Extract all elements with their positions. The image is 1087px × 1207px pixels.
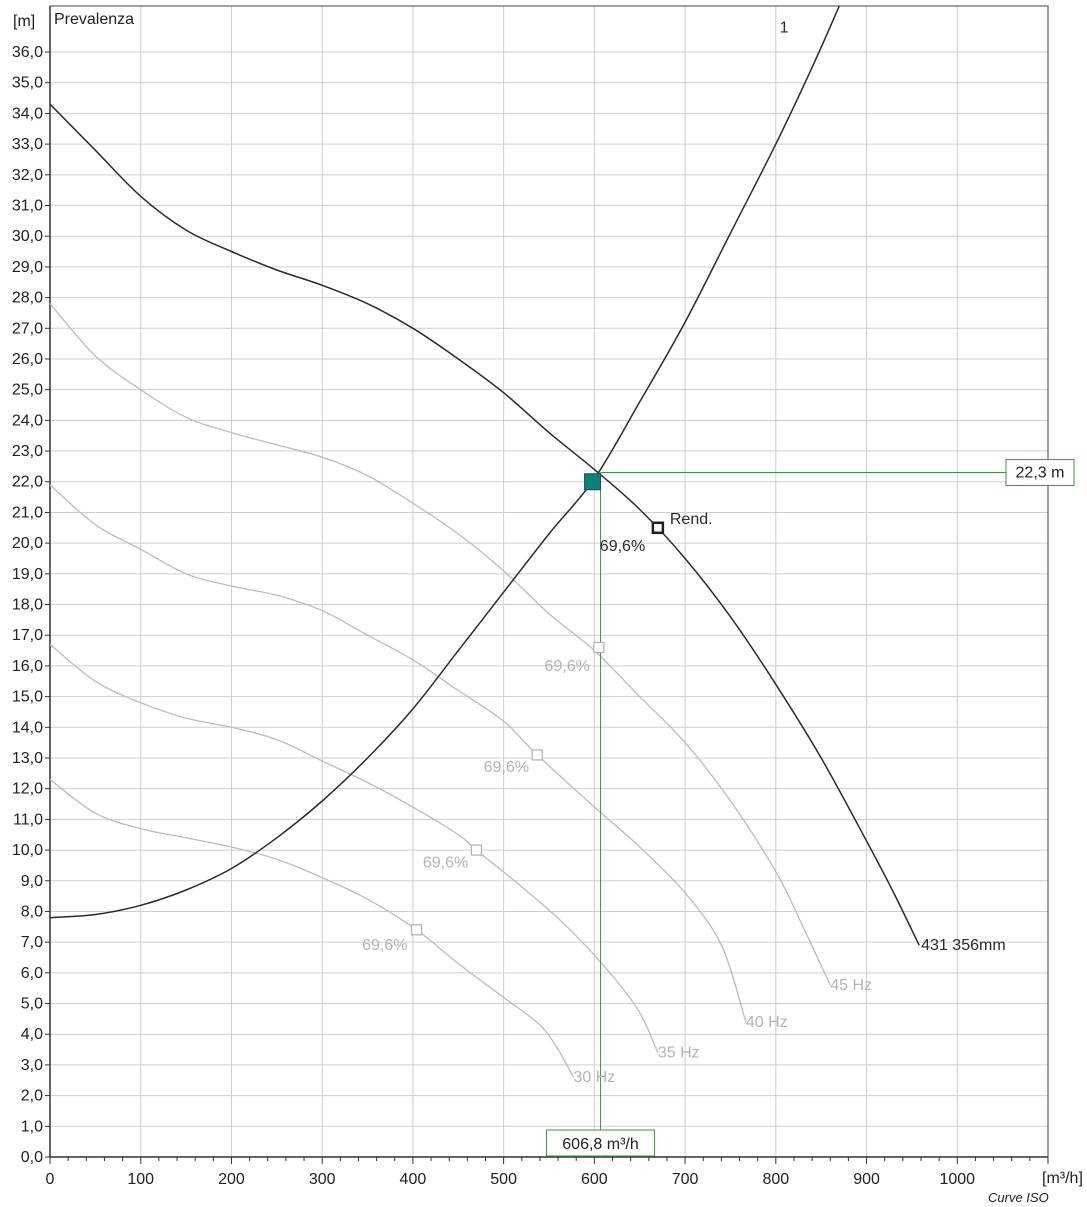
- markers: 606,8 m³/h 22,3 m: [410, 459, 1075, 1157]
- grid: [49, 6, 1048, 1158]
- y-tick-label: 34,0: [12, 105, 43, 122]
- labels: 45 Hz 40 Hz 35 Hz 30 Hz 431 356mm 1 69,6% Rend.…: [362, 19, 1006, 1086]
- y-tick-label: 35,0: [12, 75, 43, 92]
- flow-readout-box: 606,8 m³/h: [546, 1129, 656, 1157]
- y-tick-label: 36,0: [12, 44, 43, 61]
- axes: 0,01,02,03,04,05,06,07,08,09,010,011,012…: [12, 5, 1049, 1188]
- y-tick-label: 10,0: [12, 842, 43, 859]
- speed-curve-label: 45 Hz: [830, 977, 872, 994]
- y-tick-label: 15,0: [12, 689, 43, 706]
- y-tick-label: 24,0: [12, 412, 43, 429]
- speed-curve-label: 40 Hz: [746, 1014, 788, 1031]
- y-tick-label: 11,0: [13, 811, 43, 828]
- x-tick-label: 100: [127, 1171, 154, 1188]
- y-axis-unit: [m]: [13, 13, 35, 30]
- y-tick-label: 17,0: [12, 627, 43, 644]
- y-tick-label: 4,0: [21, 1026, 43, 1043]
- y-tick-label: 27,0: [12, 320, 43, 337]
- flow-readout-frame: [546, 1129, 656, 1157]
- x-tick-label: 900: [853, 1171, 880, 1188]
- y-tick-label: 7,0: [21, 934, 43, 951]
- plot-frame: [49, 5, 1049, 1158]
- efficiency-label: 69,6%: [600, 538, 645, 555]
- y-tick-label: 16,0: [12, 658, 43, 675]
- operating-point-marker: [584, 473, 602, 491]
- efficiency-rend-label: Rend.: [670, 511, 713, 528]
- y-tick-label: 19,0: [12, 566, 43, 583]
- head-readout-box: 22,3 m: [1005, 459, 1075, 487]
- x-tick-label: 0: [46, 1171, 55, 1188]
- x-tick-label: 300: [309, 1171, 336, 1188]
- y-tick-label: 13,0: [12, 750, 43, 767]
- speed-curve-label: 30 Hz: [573, 1069, 615, 1086]
- y-tick-label: 12,0: [12, 781, 43, 798]
- y-tick-label: 25,0: [12, 382, 43, 399]
- efficiency-marker: [593, 641, 605, 654]
- y-tick-label: 18,0: [12, 597, 43, 614]
- x-tick-label: 500: [490, 1171, 517, 1188]
- y-tick-label: 28,0: [12, 290, 43, 307]
- pump-curve-label: 431 356mm: [921, 937, 1006, 954]
- efficiency-marker: [410, 924, 423, 936]
- y-tick-label: 21,0: [12, 504, 43, 521]
- efficiency-label: 69,6%: [544, 658, 589, 675]
- efficiency-marker: [470, 844, 483, 856]
- x-tick-label: 200: [218, 1171, 245, 1188]
- y-tick-label: 9,0: [21, 873, 43, 890]
- x-tick-label: 600: [581, 1171, 608, 1188]
- y-tick-label: 2,0: [21, 1088, 43, 1105]
- y-tick-label: 29,0: [12, 259, 43, 276]
- efficiency-marker: [531, 749, 543, 761]
- speed-curve-label: 35 Hz: [658, 1045, 700, 1062]
- y-tick-label: 31,0: [12, 198, 43, 215]
- y-tick-label: 33,0: [12, 136, 43, 153]
- y-tick-label: 6,0: [21, 965, 43, 982]
- y-tick-label: 0,0: [21, 1149, 43, 1166]
- y-tick-label: 3,0: [21, 1057, 43, 1074]
- x-axis-unit: [m³/h]: [1042, 1170, 1083, 1187]
- speed-curve-line: [49, 643, 659, 1053]
- system-curve-label: 1: [780, 19, 789, 36]
- efficiency-marker: [651, 521, 665, 535]
- efficiency-label: 69,6%: [484, 759, 529, 776]
- speed-curve-line: [49, 303, 831, 986]
- efficiency-label: 69,6%: [362, 937, 407, 954]
- x-tick-label: 1000: [939, 1171, 975, 1188]
- chart-title: Prevalenza: [54, 11, 134, 28]
- y-tick-label: 5,0: [21, 996, 43, 1013]
- x-tick-label: 400: [400, 1171, 427, 1188]
- system-curve-line: [49, 5, 840, 919]
- y-tick-label: 30,0: [12, 228, 43, 245]
- y-tick-label: 32,0: [12, 167, 43, 184]
- x-tick-label: 800: [762, 1171, 789, 1188]
- head-readout-text: 22,3 m: [1016, 465, 1065, 482]
- efficiency-label: 69,6%: [423, 854, 468, 871]
- y-tick-label: 22,0: [12, 474, 43, 491]
- footer-note: Curve ISO: [988, 1190, 1049, 1205]
- y-tick-label: 8,0: [21, 903, 43, 920]
- curves: [49, 5, 920, 1078]
- y-tick-label: 20,0: [12, 535, 43, 552]
- x-tick-label: 700: [672, 1171, 699, 1188]
- head-readout-frame: [1005, 459, 1075, 487]
- speed-curve-line: [49, 484, 747, 1023]
- y-tick-label: 23,0: [12, 443, 43, 460]
- speed-curve-line: [49, 778, 575, 1078]
- y-tick-label: 14,0: [12, 719, 43, 736]
- pump-curve-line: [49, 103, 920, 946]
- y-tick-label: 26,0: [12, 351, 43, 368]
- y-tick-label: 1,0: [21, 1118, 43, 1135]
- flow-readout-text: 606,8 m³/h: [562, 1136, 638, 1153]
